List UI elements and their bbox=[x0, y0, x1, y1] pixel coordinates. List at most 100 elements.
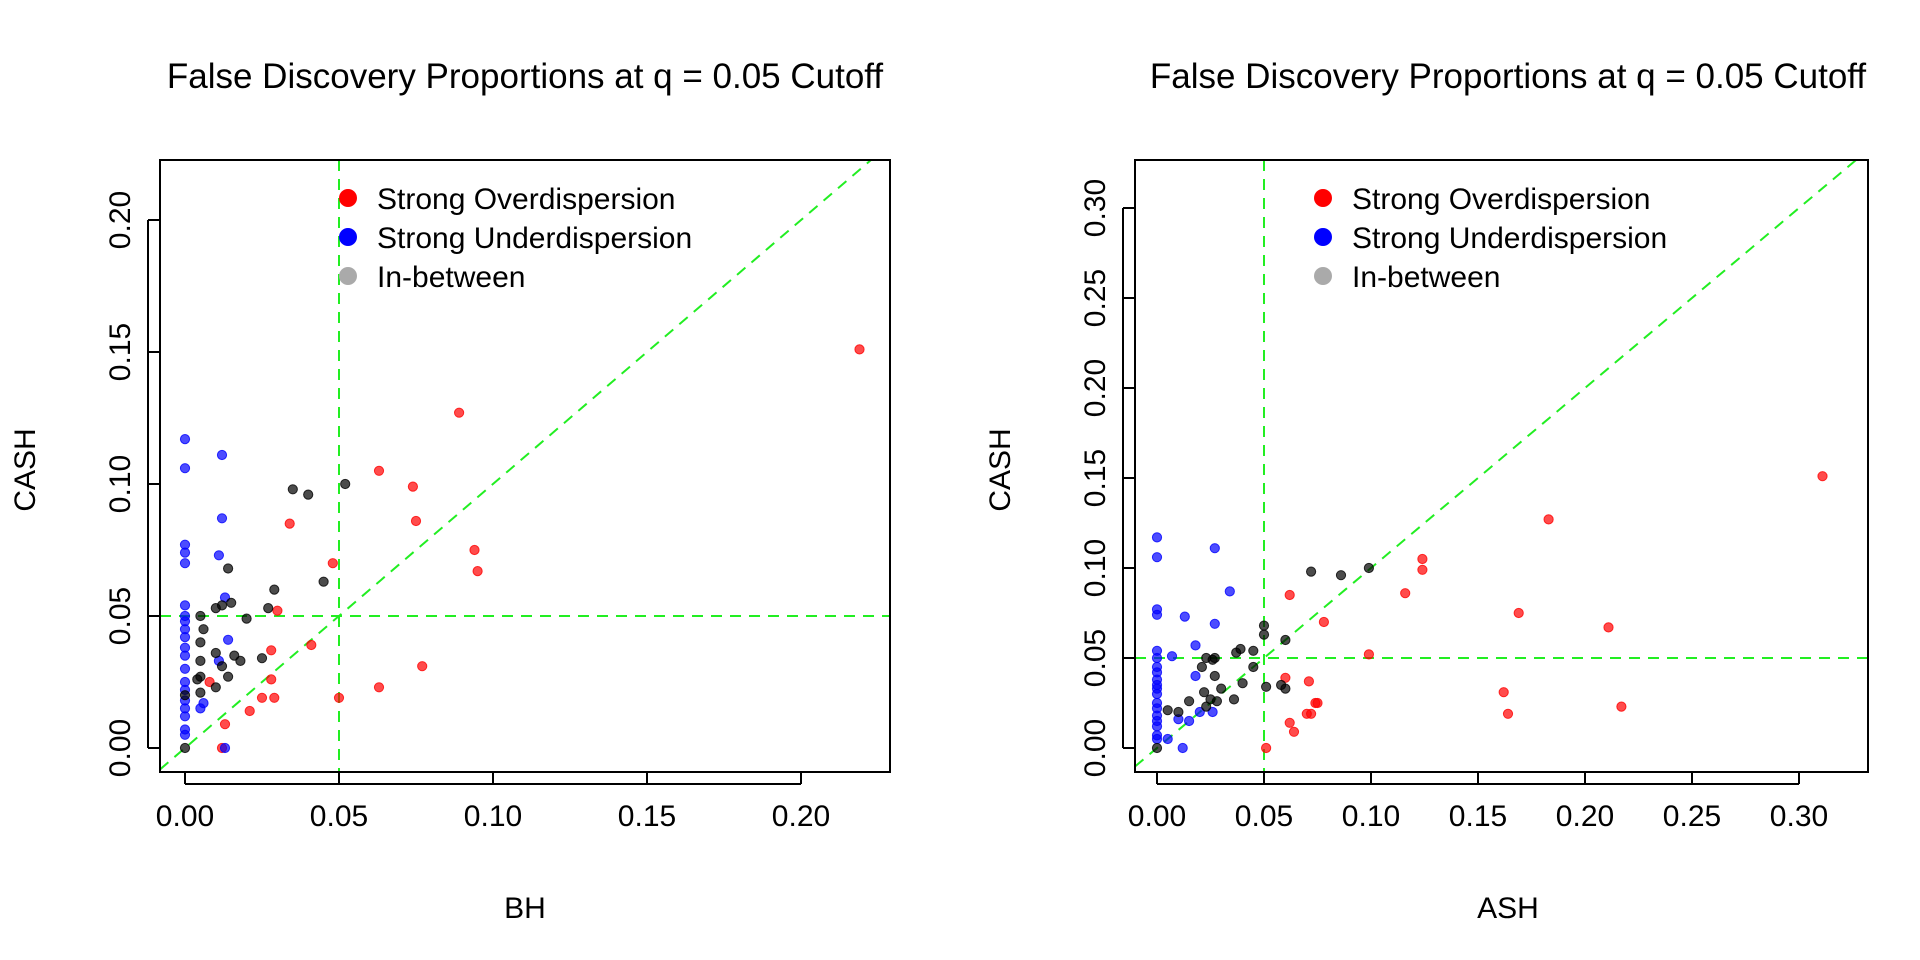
right-point-in-between bbox=[1211, 696, 1223, 707]
right-x-tick-label: 0.10 bbox=[1342, 800, 1400, 833]
right-point-strong-underdispersion bbox=[1184, 715, 1195, 727]
right-point-strong-underdispersion bbox=[1179, 611, 1190, 622]
left-point-in-between bbox=[210, 682, 221, 693]
right-point-strong-overdispersion bbox=[1417, 553, 1428, 565]
right-point-strong-overdispersion bbox=[1363, 649, 1375, 660]
left-reference-lines bbox=[159, 159, 890, 772]
left-point-in-between bbox=[223, 671, 234, 682]
left-point-in-between bbox=[241, 613, 252, 624]
right-point-strong-underdispersion bbox=[1151, 688, 1163, 700]
left-legend-marker-strong-underdispersion bbox=[339, 228, 357, 246]
right-point-strong-overdispersion bbox=[1306, 708, 1317, 719]
left-point-strong-underdispersion bbox=[179, 711, 191, 722]
left-point-strong-overdispersion bbox=[306, 639, 317, 651]
left-point-strong-underdispersion bbox=[179, 463, 191, 474]
right-point-strong-underdispersion bbox=[1151, 609, 1163, 620]
left-point-strong-overdispersion bbox=[469, 544, 480, 556]
right-point-in-between bbox=[1280, 634, 1291, 646]
right-x-tick-label: 0.30 bbox=[1770, 800, 1828, 833]
right-legend: Strong Overdispersion Strong Underdisper… bbox=[1314, 183, 1667, 294]
right-point-strong-underdispersion bbox=[1190, 640, 1201, 651]
left-point-in-between bbox=[195, 637, 206, 648]
right-point-strong-overdispersion bbox=[1288, 726, 1300, 737]
right-point-strong-underdispersion bbox=[1209, 618, 1220, 629]
right-point-strong-overdispersion bbox=[1513, 607, 1524, 619]
left-point-strong-underdispersion bbox=[179, 650, 191, 661]
left-y-tick-label: 0.15 bbox=[104, 323, 137, 381]
right-point-strong-overdispersion bbox=[1261, 742, 1272, 754]
left-x-tick-label: 0.00 bbox=[156, 800, 214, 833]
right-point-strong-overdispersion bbox=[1284, 589, 1295, 601]
left-x-tick-label: 0.10 bbox=[464, 800, 522, 833]
left-point-in-between bbox=[210, 647, 221, 659]
right-point-strong-underdispersion bbox=[1151, 721, 1163, 732]
right-legend-marker-strong-overdispersion bbox=[1314, 189, 1332, 207]
left-point-strong-underdispersion bbox=[179, 434, 191, 445]
right-y-tick-label: 0.15 bbox=[1079, 449, 1112, 507]
right-point-in-between bbox=[1209, 670, 1220, 682]
left-point-strong-underdispersion bbox=[213, 550, 224, 561]
left-point-strong-overdispersion bbox=[454, 407, 465, 418]
right-point-strong-underdispersion bbox=[1207, 706, 1218, 718]
left-point-strong-underdispersion bbox=[179, 663, 191, 674]
left-point-in-between bbox=[269, 584, 280, 595]
left-point-in-between bbox=[287, 484, 298, 495]
right-point-in-between bbox=[1184, 696, 1195, 707]
left-point-strong-underdispersion bbox=[179, 558, 191, 569]
left-point-in-between bbox=[216, 661, 228, 672]
left-point-strong-overdispersion bbox=[333, 692, 345, 703]
right-point-strong-underdispersion bbox=[1151, 552, 1163, 563]
right-point-strong-underdispersion bbox=[1209, 543, 1220, 554]
right-y-axis-label: CASH bbox=[984, 428, 1017, 511]
right-point-strong-underdispersion bbox=[1151, 679, 1163, 691]
right-y-tick-label: 0.05 bbox=[1079, 629, 1112, 687]
right-point-in-between bbox=[1248, 645, 1259, 656]
right-point-in-between bbox=[1173, 706, 1184, 718]
left-chart-title: False Discovery Proportions at q = 0.05 … bbox=[167, 57, 884, 96]
right-point-strong-underdispersion bbox=[1151, 532, 1163, 543]
left-point-strong-overdispersion bbox=[327, 558, 338, 569]
right-points-layer bbox=[1151, 471, 1828, 754]
left-x-tick-label: 0.15 bbox=[618, 800, 676, 833]
left-legend-marker-strong-overdispersion bbox=[339, 189, 357, 207]
left-x-tick-label: 0.20 bbox=[772, 800, 830, 833]
right-legend-label-strong-underdispersion: Strong Underdispersion bbox=[1352, 222, 1667, 255]
right-point-strong-overdispersion bbox=[1817, 471, 1828, 482]
right-point-strong-overdispersion bbox=[1284, 717, 1295, 728]
left-point-strong-overdispersion bbox=[266, 645, 277, 656]
right-point-strong-overdispersion bbox=[1543, 514, 1554, 525]
right-point-strong-overdispersion bbox=[1498, 687, 1509, 698]
right-point-in-between bbox=[1258, 620, 1270, 631]
right-point-in-between bbox=[1248, 661, 1259, 673]
left-point-strong-overdispersion bbox=[854, 344, 865, 355]
right-point-strong-underdispersion bbox=[1194, 706, 1205, 718]
right-point-in-between bbox=[1151, 742, 1163, 754]
left-point-strong-overdispersion bbox=[269, 692, 280, 703]
right-x-tick-label: 0.05 bbox=[1235, 800, 1293, 833]
right-point-in-between bbox=[1363, 562, 1375, 574]
right-legend-label-strong-overdispersion: Strong Overdispersion bbox=[1352, 183, 1650, 216]
right-point-strong-overdispersion bbox=[1400, 588, 1411, 599]
right-plot-frame bbox=[1134, 159, 1869, 773]
left-point-strong-underdispersion bbox=[223, 634, 234, 645]
left-point-in-between bbox=[226, 597, 237, 608]
left-legend-label-in-between: In-between bbox=[377, 261, 525, 294]
right-point-in-between bbox=[1235, 643, 1246, 655]
left-point-in-between bbox=[179, 742, 191, 754]
left-point-strong-underdispersion bbox=[179, 632, 191, 643]
right-point-strong-underdispersion bbox=[1224, 586, 1235, 597]
right-point-in-between bbox=[1216, 683, 1227, 694]
right-y-axis: 0.00 0.05 0.10 0.15 0.20 0.25 0.30 bbox=[1079, 179, 1135, 777]
left-point-strong-overdispersion bbox=[272, 605, 283, 616]
right-point-strong-overdispersion bbox=[1310, 697, 1321, 709]
right-point-in-between bbox=[1261, 681, 1272, 692]
right-point-strong-underdispersion bbox=[1162, 733, 1173, 745]
left-legend-label-strong-underdispersion: Strong Underdispersion bbox=[377, 222, 692, 255]
right-point-in-between bbox=[1196, 661, 1208, 673]
right-point-strong-underdispersion bbox=[1190, 670, 1201, 682]
left-diagonal-line bbox=[159, 159, 872, 771]
left-y-axis-label: CASH bbox=[9, 428, 42, 511]
right-legend-label-in-between: In-between bbox=[1352, 261, 1500, 294]
right-y-tick-label: 0.25 bbox=[1079, 269, 1112, 327]
